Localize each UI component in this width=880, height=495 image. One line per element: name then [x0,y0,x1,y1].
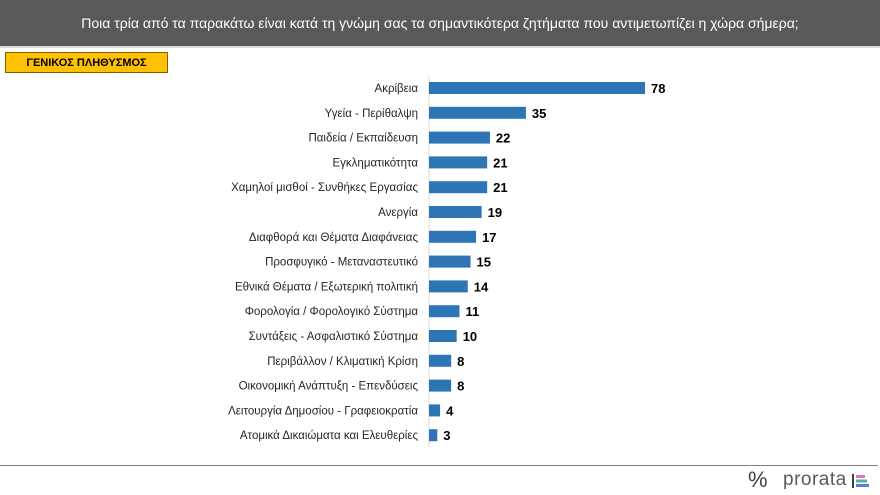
bar [429,305,460,318]
bar [429,156,488,169]
data-label: 8 [457,354,464,369]
bar [429,82,645,94]
category-label: Εγκληματικότητα [333,157,419,169]
category-label: Ατομικά Δικαιώματα και Ελευθερίες [240,430,419,442]
category-label: Φορολογία / Φορολογικό Σύστημα [245,306,419,318]
data-label: 8 [457,379,464,394]
data-label: 11 [465,304,479,319]
bar-chart: Ακρίβεια 78 Υγεία - Περίθαλψη 35 Παιδεία / Ε… [228,76,665,447]
category-label: Χαμηλοί μισθοί - Συνθήκες Εργασίας [231,182,418,194]
data-label: 21 [493,180,507,195]
category-label: Διαφθορά και Θέματα Διαφάνειας [249,232,419,244]
data-label: 35 [532,106,546,121]
bar [429,429,438,442]
bar [429,404,441,417]
bar [429,330,457,342]
category-label: Οικονομική Ανάπτυξη - Επενδύσεις [239,381,419,393]
percent-icon: % [748,467,768,492]
question-header: Ποια τρία από τα παρακάτω είναι κατά τη … [0,0,880,46]
bar [429,206,482,218]
bar [429,230,477,243]
data-label: 19 [488,205,502,220]
footer-divider [0,465,878,466]
category-label: Εθνικά Θέματα / Εξωτερική πολιτική [235,281,418,293]
category-label: Περιβάλλον / Κλιματική Κρίση [267,356,418,368]
category-label: Λειτουργία Δημοσίου - Γραφειοκρατία [228,405,418,417]
data-label: 78 [651,81,665,96]
data-label: 4 [446,403,454,418]
bar [429,379,452,392]
data-label: 17 [482,230,496,245]
prorata-logo: prorata [783,469,847,490]
header-divider [0,46,880,48]
category-label: Παιδεία / Εκπαίδευση [308,133,418,145]
data-label: 15 [477,255,491,270]
data-label: 10 [463,329,477,344]
category-label: Ακρίβεια [375,83,419,95]
data-label: 21 [493,155,507,170]
bar [429,181,488,194]
bar [429,255,471,268]
data-label: 14 [474,279,489,294]
bar [429,354,452,367]
category-label: Υγεία - Περίθαλψη [325,108,418,120]
data-label: 3 [443,428,450,443]
logo-bars-icon [852,474,869,488]
population-badge: ΓΕΝΙΚΟΣ ΠΛΗΘΥΣΜΟΣ [5,52,168,73]
bar [429,280,468,293]
category-label: Συντάξεις - Ασφαλιστικό Σύστημα [249,331,419,343]
bar [429,106,526,119]
data-label: 22 [496,131,510,146]
bar [429,131,490,144]
question-title: Ποια τρία από τα παρακάτω είναι κατά τη … [81,15,799,31]
category-label: Προσφυγικό - Μεταναστευτικό [265,257,418,269]
category-label: Ανεργία [378,207,418,219]
